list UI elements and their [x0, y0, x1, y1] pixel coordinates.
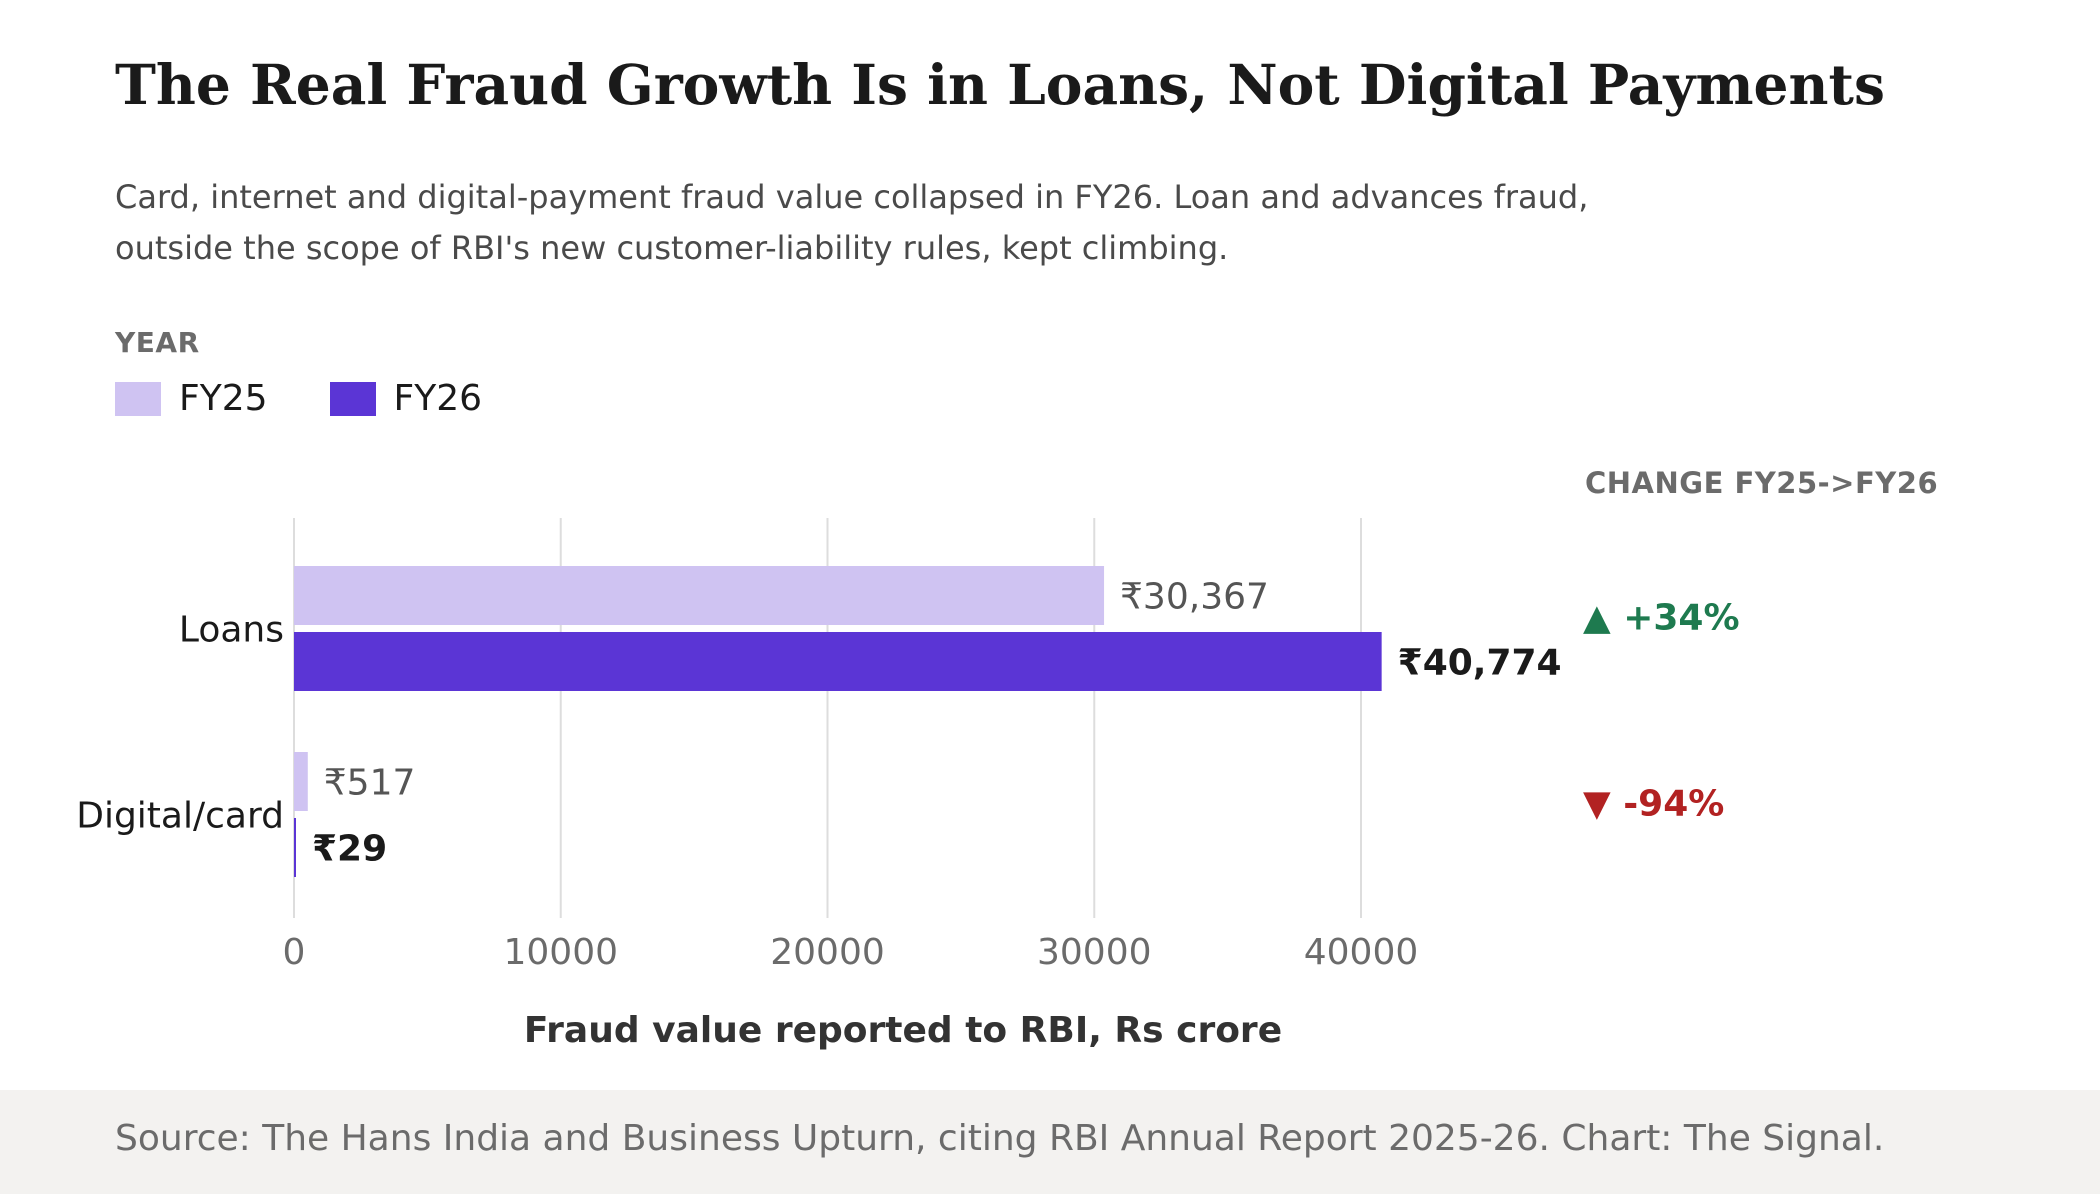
legend-item-fy26: FY26: [329, 378, 483, 419]
labels: 0 10000 20000 30000 40000 Loans ₹30,367 ₹40,774…: [76, 577, 1739, 974]
bar-loans-fy25: [294, 566, 1105, 625]
chart-subtitle: Card, internet and digital-payment fraud…: [115, 178, 1589, 267]
data-label-loans-fy26: ₹40,774: [1398, 643, 1562, 684]
chart-title: The Real Fraud Growth Is in Loans, Not D…: [115, 52, 1885, 117]
source-footer: Source: The Hans India and Business Uptu…: [0, 1090, 2100, 1194]
category-label-loans: Loans: [179, 610, 284, 651]
data-label-digital-card-fy25: ₹517: [324, 763, 416, 804]
bar-digital-card-fy26: [294, 818, 296, 877]
legend: FY25 FY26: [115, 378, 544, 419]
x-tick-label-30000: 30000: [1037, 932, 1152, 973]
bar-loans-fy26: [294, 632, 1382, 691]
x-tick-label-40000: 40000: [1304, 932, 1419, 973]
change-heading: CHANGE FY25->FY26: [1585, 466, 1938, 500]
category-label-digital-card: Digital/card: [76, 796, 284, 837]
bars: [294, 566, 1382, 877]
legend-swatch-fy25: [115, 381, 161, 416]
legend-item-fy25: FY25: [115, 378, 268, 419]
legend-swatch-fy26: [329, 381, 376, 416]
x-axis-label: Fraud value reported to RBI, Rs crore: [524, 1010, 1282, 1051]
bar-chart: 0 10000 20000 30000 40000 Loans ₹30,367 ₹40,774…: [76, 466, 1938, 1051]
x-tick-label-0: 0: [283, 932, 306, 973]
x-tick-label-10000: 10000: [503, 932, 618, 973]
change-label-loans: ▲ +34%: [1583, 598, 1740, 639]
change-label-digital-card: ▼ -94%: [1583, 784, 1724, 825]
legend-label-fy26: FY26: [393, 378, 483, 419]
bar-digital-card-fy25: [294, 752, 308, 811]
legend-heading: YEAR: [115, 326, 200, 359]
data-label-digital-card-fy26: ₹29: [312, 829, 387, 870]
source-text: Source: The Hans India and Business Uptu…: [115, 1118, 1885, 1159]
data-label-loans-fy25: ₹30,367: [1120, 577, 1269, 618]
x-tick-label-20000: 20000: [770, 932, 885, 973]
legend-label-fy25: FY25: [179, 378, 268, 419]
